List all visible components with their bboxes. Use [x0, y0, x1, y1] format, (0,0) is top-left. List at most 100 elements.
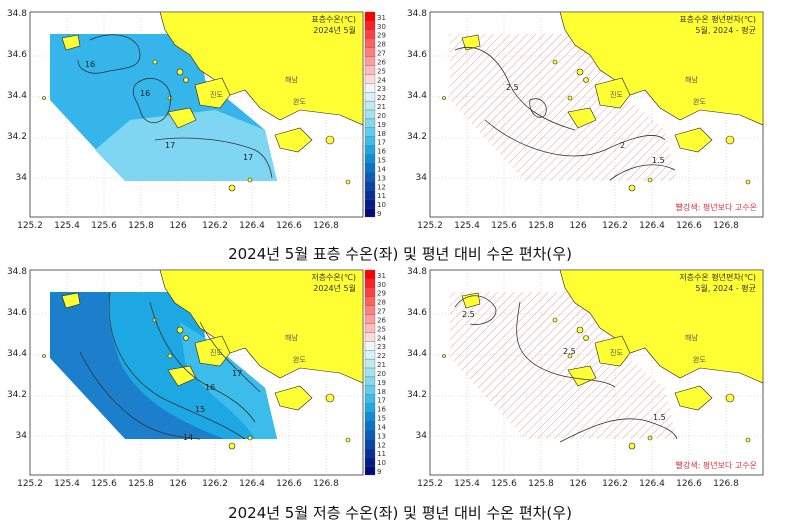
contours	[77, 34, 273, 179]
x-tick-label: 126.4	[639, 221, 665, 231]
contour-label: 17	[165, 141, 175, 150]
colorbar-label: 20	[377, 370, 386, 378]
x-tick-label: 126.6	[276, 221, 302, 231]
x-axis: 125.2 125.4 125.6 125.8 126 126.2 126.4 126.6 12…	[417, 479, 739, 489]
land-mass	[442, 12, 763, 192]
colorbar-swatch	[364, 136, 376, 146]
colorbar-swatch	[364, 154, 376, 164]
colorbar-swatch	[364, 421, 376, 431]
colorbar-swatch	[364, 439, 376, 449]
y-tick-label: 34.6	[7, 50, 27, 60]
contour-label: 2.5	[506, 83, 519, 92]
surface-anomaly-map: 2.5 2 1.5 진도 해남 완도 표층수온 평년편차(℃) 5월, 2024…	[400, 0, 800, 240]
y-axis: 34.8 34.6 34.4 34.2 34	[7, 267, 27, 441]
place-label-wando: 완도	[693, 98, 706, 106]
x-tick-label: 126.8	[713, 479, 739, 489]
x-tick-label: 126.6	[676, 221, 702, 231]
place-label-wando: 완도	[293, 356, 306, 364]
colorbar-label: 28	[377, 41, 386, 49]
colorbar-swatch	[364, 109, 376, 120]
y-axis: 34.8 34.6 34.4 34.2 34	[7, 9, 27, 183]
colorbar-label: 11	[377, 192, 386, 200]
colorbar-label: 21	[377, 103, 386, 111]
x-tick-label: 126.8	[313, 221, 339, 231]
colorbar-label: 17	[377, 397, 386, 405]
place-label-jindo: 진도	[610, 90, 623, 99]
colorbar-swatch	[364, 74, 376, 84]
land-mass	[442, 270, 763, 450]
colorbar-label: 20	[377, 112, 386, 120]
colorbar-swatch	[364, 38, 376, 48]
x-tick-label: 125.8	[528, 479, 554, 489]
colorbar-label: 18	[377, 388, 386, 396]
map-subtitle: 2024년 5월	[313, 283, 356, 293]
colorbar-swatch	[364, 269, 376, 280]
colorbar-label: 13	[377, 432, 386, 440]
y-tick-label: 34	[16, 431, 28, 441]
map-title: 저층수온 평년편차(℃)	[679, 272, 756, 282]
contour-label: 1.5	[653, 413, 666, 422]
contour-label: 16	[140, 89, 150, 98]
colorbar-swatch	[364, 448, 376, 458]
colorbar-label: 17	[377, 139, 386, 147]
place-label-haenam: 해남	[285, 75, 298, 84]
y-tick-label: 34.4	[7, 91, 27, 101]
colorbar-swatch	[364, 118, 376, 129]
y-tick-label: 34.8	[7, 9, 27, 19]
x-tick-label: 126	[569, 221, 586, 231]
bottom-anomaly-map: 2.5 2.5 1.5 진도 해남 완도 저층수온 평년편차(℃) 5월, 20…	[400, 262, 800, 502]
anomaly-note: 빨강색: 평년보다 고수온	[676, 202, 757, 212]
colorbar-label: 24	[377, 76, 386, 84]
colorbar-label: 16	[377, 406, 386, 414]
y-tick-label: 34.8	[407, 267, 427, 277]
place-label-jindo: 진도	[210, 90, 223, 99]
place-label-haenam: 해남	[685, 75, 698, 84]
x-tick-label: 126.8	[713, 221, 739, 231]
y-tick-label: 34.2	[7, 390, 27, 400]
x-tick-label: 125.2	[417, 479, 443, 489]
colorbar-swatch	[364, 323, 376, 333]
x-tick-label: 126.6	[676, 479, 702, 489]
contour-label: 17	[243, 153, 253, 162]
x-tick-label: 125.6	[91, 479, 117, 489]
colorbar-label: 10	[377, 459, 386, 467]
x-tick-label: 125.4	[454, 221, 480, 231]
x-axis: 125.2 125.4 125.6 125.8 126 126.2 126.4 126.6 12…	[417, 221, 739, 231]
y-tick-label: 34.4	[407, 349, 427, 359]
colorbar-swatch	[364, 190, 376, 200]
colorbar-label: 28	[377, 299, 386, 307]
anomaly-field	[450, 34, 677, 181]
x-tick-label: 125.2	[17, 479, 43, 489]
bottom-temperature-map: 17 16 15 14 진도 해남 완도 저층수온(℃) 2024년 5월 34…	[0, 262, 400, 502]
x-tick-label: 125.4	[54, 479, 80, 489]
colorbar-swatch	[364, 403, 376, 413]
colorbar-swatch	[364, 56, 376, 66]
colorbar-label: 22	[377, 94, 386, 102]
colorbar-swatch	[364, 350, 376, 360]
colorbar-swatch	[364, 11, 376, 22]
colorbar-label: 25	[377, 325, 386, 333]
place-label-jindo: 진도	[210, 348, 223, 357]
colorbar-label: 16	[377, 148, 386, 156]
colorbar-label: 31	[377, 14, 386, 22]
colorbar-swatch	[364, 412, 376, 422]
colorbar-swatch	[364, 385, 376, 395]
colorbar-label: 22	[377, 352, 386, 360]
contour-label: 2	[620, 141, 625, 150]
contour-label: 17	[232, 369, 242, 378]
colorbar-swatch	[364, 341, 376, 351]
colorbar-label: 14	[377, 165, 386, 173]
x-tick-label: 125.8	[128, 221, 154, 231]
contours	[79, 291, 261, 440]
colorbar-swatch	[364, 29, 376, 39]
temperature-field-light	[95, 110, 277, 181]
contour-label: 14	[183, 433, 193, 442]
colorbar-swatch	[364, 314, 376, 324]
colorbar-swatch	[364, 181, 376, 191]
colorbar-swatch	[364, 332, 376, 342]
map-title: 표층수온 평년편차(℃)	[679, 14, 756, 24]
contours	[454, 295, 678, 443]
x-tick-label: 126.4	[239, 479, 265, 489]
x-tick-label: 126.2	[602, 221, 628, 231]
colorbar-swatch	[364, 145, 376, 155]
